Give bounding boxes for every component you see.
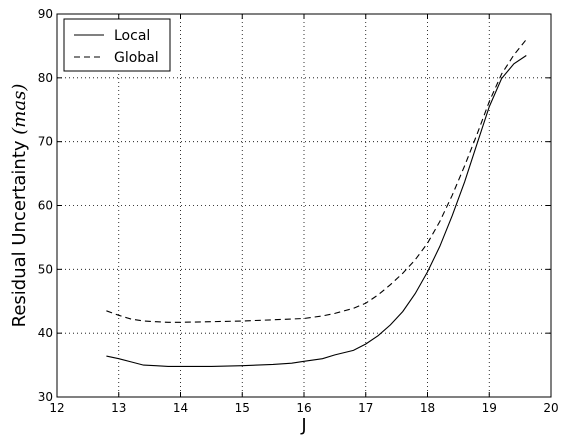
y-axis-label-unit: (mas)	[9, 84, 30, 135]
y-tick-label: 70	[38, 135, 53, 149]
axis-ticks	[56, 13, 552, 398]
x-tick-label: 18	[420, 401, 435, 415]
x-tick-label: 15	[235, 401, 250, 415]
y-tick-label: 30	[38, 390, 53, 404]
series-line-local	[106, 55, 527, 367]
legend-label-local: Local	[114, 28, 150, 44]
y-tick-label: 80	[38, 71, 53, 85]
x-tick-labels: 12 13 14 15 16 17 18 19 20	[49, 401, 558, 415]
y-tick-label: 90	[38, 7, 53, 21]
y-axis-label: Residual Uncertainty (mas)	[9, 84, 30, 328]
legend-label-global: Global	[114, 50, 159, 66]
x-tick-label: 19	[482, 401, 497, 415]
y-tick-labels: 30 40 50 60 70 80 90	[38, 7, 53, 404]
x-tick-label: 17	[358, 401, 373, 415]
x-tick-label: 13	[111, 401, 126, 415]
y-tick-label: 50	[38, 262, 53, 276]
series-line-global	[106, 39, 527, 323]
y-axis-label-main: Residual Uncertainty	[9, 135, 30, 328]
series-lines	[106, 39, 527, 367]
x-axis-label: J	[300, 415, 306, 435]
legend-box	[63, 18, 171, 72]
x-tick-label: 20	[543, 401, 558, 415]
y-tick-label: 40	[38, 326, 53, 340]
x-tick-label: 12	[49, 401, 64, 415]
x-tick-label: 16	[296, 401, 311, 415]
y-tick-label: 60	[38, 199, 53, 213]
legend: Local Global	[63, 18, 171, 72]
x-tick-label: 14	[173, 401, 188, 415]
